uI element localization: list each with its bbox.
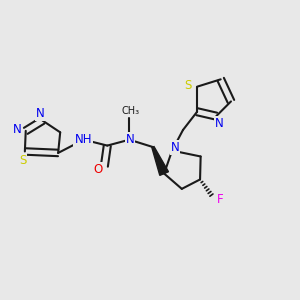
Polygon shape [152,147,169,175]
Text: S: S [19,154,26,167]
Text: N: N [126,133,134,146]
Text: N: N [13,123,21,136]
Text: O: O [93,163,103,176]
Text: CH₃: CH₃ [122,106,140,116]
Text: N: N [171,141,179,154]
Text: N: N [215,117,224,130]
Text: NH: NH [74,133,92,146]
Text: S: S [184,79,192,92]
Text: N: N [36,107,44,120]
Text: F: F [217,193,223,206]
